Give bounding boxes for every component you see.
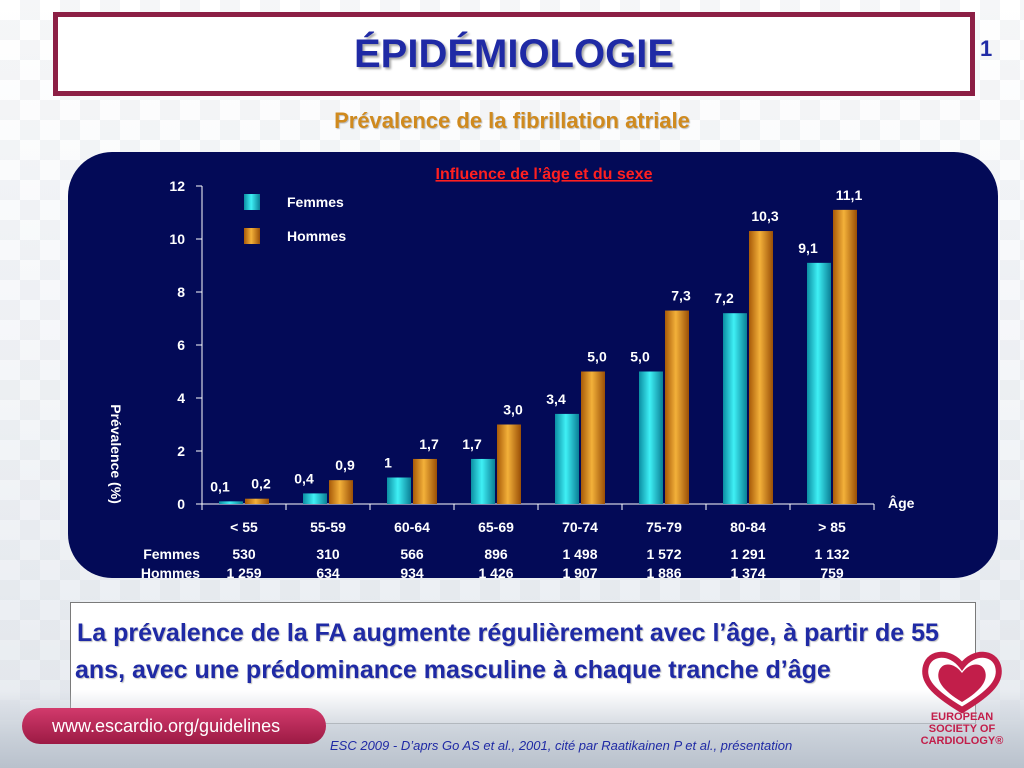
- legend-swatch-hommes: [244, 228, 260, 244]
- y-axis-label: Prévalence (%): [108, 404, 124, 504]
- count-hommes: 634: [316, 565, 340, 578]
- count-hommes: 934: [400, 565, 424, 578]
- data-label-hommes: 0,9: [335, 457, 355, 473]
- slide-title: ÉPIDÉMIOLOGIE: [353, 31, 675, 76]
- logo-text-line3: CARDIOLOGY®: [921, 735, 1004, 747]
- bar-hommes-7: [833, 209, 857, 504]
- count-femmes: 1 291: [730, 546, 765, 562]
- count-row-label: Hommes: [141, 565, 200, 578]
- count-hommes: 1 907: [562, 565, 597, 578]
- conclusion-statement: La prévalence de la FA augmente régulièr…: [75, 619, 939, 684]
- bar-hommes-6: [749, 231, 773, 505]
- slide-subtitle: Prévalence de la fibrillation atriale: [334, 108, 690, 133]
- chart-title: Influence de l’âge et du sexe: [436, 166, 653, 183]
- slide-number: 1: [980, 36, 993, 61]
- bar-femmes-3: [471, 458, 495, 504]
- data-label-hommes: 11,1: [836, 187, 863, 203]
- data-label-femmes: 1,7: [462, 436, 482, 452]
- category-label: 70-74: [562, 519, 598, 535]
- category-label: 80-84: [730, 519, 766, 535]
- count-femmes: 1 132: [814, 546, 849, 562]
- bar-femmes-4: [555, 413, 579, 504]
- data-label-femmes: 0,1: [210, 478, 230, 494]
- y-tick-label: 6: [177, 337, 185, 353]
- y-tick-label: 2: [177, 443, 185, 459]
- category-label: 75-79: [646, 519, 682, 535]
- bar-femmes-0: [219, 501, 243, 504]
- bar-femmes-1: [303, 493, 327, 504]
- bar-hommes-0: [245, 498, 269, 504]
- count-row-label: Femmes: [143, 546, 200, 562]
- y-tick-label: 12: [169, 178, 185, 194]
- category-label: < 55: [230, 519, 258, 535]
- logo-text-line2: SOCIETY OF: [929, 723, 996, 735]
- heart-logo-icon: [922, 651, 1002, 714]
- bar-hommes-2: [413, 458, 437, 504]
- legend-swatch-femmes: [244, 194, 260, 210]
- count-femmes: 1 572: [646, 546, 681, 562]
- data-label-hommes: 5,0: [587, 349, 607, 365]
- legend-label-femmes: Femmes: [287, 194, 344, 210]
- count-femmes: 310: [316, 546, 340, 562]
- bar-femmes-7: [807, 262, 831, 504]
- count-femmes: 530: [232, 546, 256, 562]
- y-tick-label: 10: [169, 231, 185, 247]
- count-hommes: 1 886: [646, 565, 681, 578]
- esc-logo: EUROPEAN SOCIETY OF CARDIOLOGY®: [921, 651, 1004, 747]
- category-label: 65-69: [478, 519, 514, 535]
- bar-hommes-3: [497, 424, 521, 504]
- source-citation: ESC 2009 - D’aprs Go AS et al., 2001, ci…: [330, 738, 793, 753]
- legend-label-hommes: Hommes: [287, 228, 346, 244]
- bar-chart: Influence de l’âge et du sexe 0 2 4 6 8 10 12 P…: [108, 166, 915, 578]
- data-label-hommes: 1,7: [419, 436, 439, 452]
- guidelines-link[interactable]: www.escardio.org/guidelines: [22, 708, 326, 744]
- count-hommes: 1 426: [478, 565, 513, 578]
- data-label-femmes: 5,0: [630, 349, 650, 365]
- category-label: 60-64: [394, 519, 430, 535]
- data-label-femmes: 1: [384, 455, 392, 471]
- data-label-femmes: 0,4: [294, 470, 314, 486]
- y-tick-label: 0: [177, 496, 185, 512]
- count-femmes: 566: [400, 546, 424, 562]
- data-label-hommes: 3,0: [503, 402, 523, 418]
- count-hommes: 759: [820, 565, 844, 578]
- y-tick-label: 4: [177, 390, 185, 406]
- y-tick-label: 8: [177, 284, 185, 300]
- bar-hommes-1: [329, 480, 353, 504]
- count-femmes: 1 498: [562, 546, 597, 562]
- data-label-femmes: 9,1: [798, 240, 818, 256]
- count-femmes: 896: [484, 546, 508, 562]
- count-hommes: 1 259: [226, 565, 261, 578]
- bar-hommes-5: [665, 310, 689, 504]
- title-box: ÉPIDÉMIOLOGIE: [53, 12, 975, 96]
- category-label: 55-59: [310, 519, 346, 535]
- data-label-femmes: 3,4: [546, 391, 566, 407]
- bar-femmes-5: [639, 371, 663, 504]
- data-label-femmes: 7,2: [714, 290, 734, 306]
- data-label-hommes: 10,3: [751, 208, 778, 224]
- bar-femmes-2: [387, 477, 411, 504]
- conclusion-text: La prévalence de la FA augmente régulièr…: [75, 615, 975, 689]
- bar-hommes-4: [581, 371, 605, 504]
- category-label: > 85: [818, 519, 846, 535]
- count-hommes: 1 374: [730, 565, 765, 578]
- x-axis-label: Âge: [888, 494, 915, 511]
- bar-femmes-6: [723, 313, 747, 504]
- logo-text-line1: EUROPEAN: [931, 711, 993, 723]
- data-label-hommes: 7,3: [671, 288, 691, 304]
- data-label-hommes: 0,2: [251, 476, 271, 492]
